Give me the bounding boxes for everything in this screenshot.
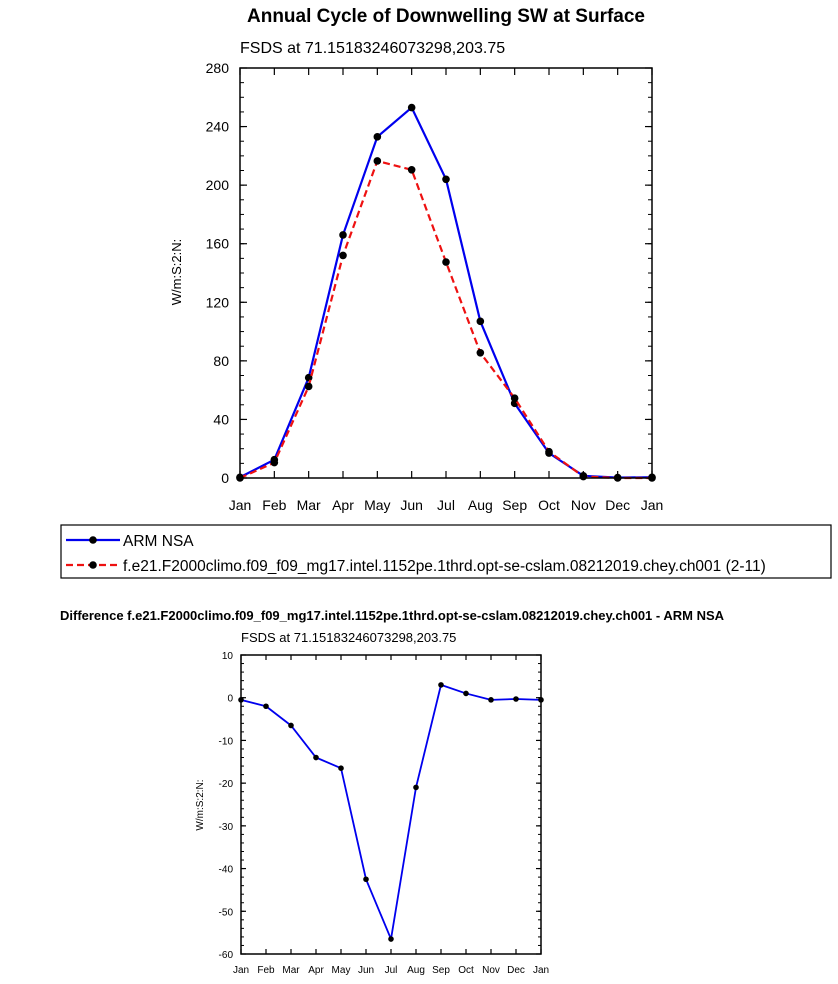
x-tick-label: Apr [308, 965, 324, 976]
series-line-0 [239, 106, 653, 479]
x-tick-label: Jun [400, 497, 423, 513]
x-tick-label: Dec [605, 497, 630, 513]
y-tick-label: 10 [222, 651, 234, 662]
data-point-series-1 [510, 394, 519, 402]
data-point-series-0 [338, 765, 344, 771]
series-line-1 [239, 159, 652, 480]
data-point-series-0 [313, 754, 319, 761]
x-tick-label: Sep [502, 497, 527, 513]
chart-subtitle: FSDS at 71.15183246073298,203.75 [240, 40, 505, 57]
difference-subtitle: FSDS at 71.15183246073298,203.75 [241, 630, 456, 645]
data-point-series-1 [304, 382, 313, 391]
x-tick-label: Jan [533, 965, 549, 976]
data-point-series-0 [476, 317, 485, 326]
x-tick-label: Mar [282, 965, 300, 976]
data-point-series-0 [388, 936, 394, 942]
y-tick-label: 160 [206, 236, 230, 252]
x-tick-label: May [332, 965, 351, 976]
data-point-series-0 [363, 876, 369, 883]
data-point-series-0 [263, 703, 269, 710]
x-tick-label: Oct [458, 965, 474, 976]
x-tick-label: Jan [233, 965, 249, 976]
x-tick-label: Aug [468, 497, 493, 513]
y-axis-label: W/m:S:2:N: [169, 239, 184, 305]
data-point-series-0 [513, 696, 519, 702]
legend-box [60, 524, 832, 579]
x-tick-label: Mar [297, 497, 321, 513]
data-point-series-1 [270, 458, 279, 467]
chart-title: Annual Cycle of Downwelling SW at Surfac… [247, 6, 645, 27]
legend-marker-arm-nsa [89, 536, 97, 544]
plot-frame [239, 67, 653, 479]
x-tick-label: May [364, 497, 390, 513]
y-tick-label: 120 [206, 294, 230, 310]
x-tick-label: Nov [571, 497, 596, 513]
data-point-series-0 [413, 784, 419, 791]
x-tick-label: Sep [432, 965, 450, 976]
y-tick-label: 240 [206, 119, 230, 135]
x-tick-label: Jul [437, 497, 455, 513]
x-tick-label: Jan [229, 497, 252, 513]
data-point-series-0 [463, 690, 469, 697]
x-tick-label: Feb [257, 965, 275, 976]
x-tick-label: Nov [482, 965, 500, 976]
difference-chart: Difference f.e21.F2000climo.f09_f09_mg17… [60, 608, 725, 976]
legend: ARM NSA f.e21.F2000climo.f09_f09_mg17.in… [60, 524, 832, 579]
data-point-series-0 [304, 373, 313, 382]
x-tick-label: Oct [538, 497, 560, 513]
legend-label-model: f.e21.F2000climo.f09_f09_mg17.intel.1152… [123, 558, 766, 575]
y-tick-label: -30 [219, 822, 234, 833]
data-point-series-1 [545, 447, 553, 456]
data-point-series-0 [373, 133, 382, 141]
y-tick-label: 80 [213, 353, 229, 369]
data-point-series-0 [339, 231, 347, 239]
y-tick-label: 0 [221, 470, 229, 486]
series-line-0 [240, 684, 542, 940]
legend-label-arm-nsa: ARM NSA [123, 533, 194, 550]
legend-marker-model [89, 561, 97, 569]
annual-cycle-chart: Annual Cycle of Downwelling SW at Surfac… [169, 6, 663, 513]
y-tick-label: -60 [219, 950, 234, 961]
x-tick-label: Apr [332, 497, 354, 513]
data-point-series-1 [339, 251, 347, 260]
x-tick-label: Feb [262, 497, 286, 513]
data-point-series-0 [407, 103, 416, 112]
y-tick-label: -40 [219, 865, 234, 876]
y-tick-label: 40 [213, 411, 229, 427]
data-point-series-0 [442, 175, 450, 184]
data-point-series-1 [373, 157, 382, 165]
difference-plot-frame [240, 654, 542, 955]
y-tick-label: 0 [227, 694, 233, 705]
data-point-series-0 [488, 697, 494, 703]
y-tick-label: 200 [206, 177, 230, 193]
x-tick-label: Dec [507, 965, 525, 976]
x-tick-label: Jan [641, 497, 664, 513]
x-tick-label: Jun [358, 965, 374, 976]
difference-title: Difference f.e21.F2000climo.f09_f09_mg17… [60, 608, 725, 623]
data-point-series-1 [442, 258, 450, 266]
x-tick-label: Jul [385, 965, 398, 976]
data-point-series-1 [407, 165, 416, 174]
y-tick-label: -20 [219, 779, 234, 790]
difference-y-axis-label: W/m:S:2:N: [195, 779, 206, 830]
data-point-series-1 [579, 472, 588, 481]
y-tick-label: -10 [219, 736, 234, 747]
data-point-series-1 [476, 349, 485, 357]
x-tick-label: Aug [407, 965, 425, 976]
y-tick-label: -50 [219, 907, 234, 918]
data-point-series-0 [438, 682, 444, 688]
y-tick-label: 280 [206, 60, 230, 76]
data-point-series-0 [288, 722, 294, 729]
